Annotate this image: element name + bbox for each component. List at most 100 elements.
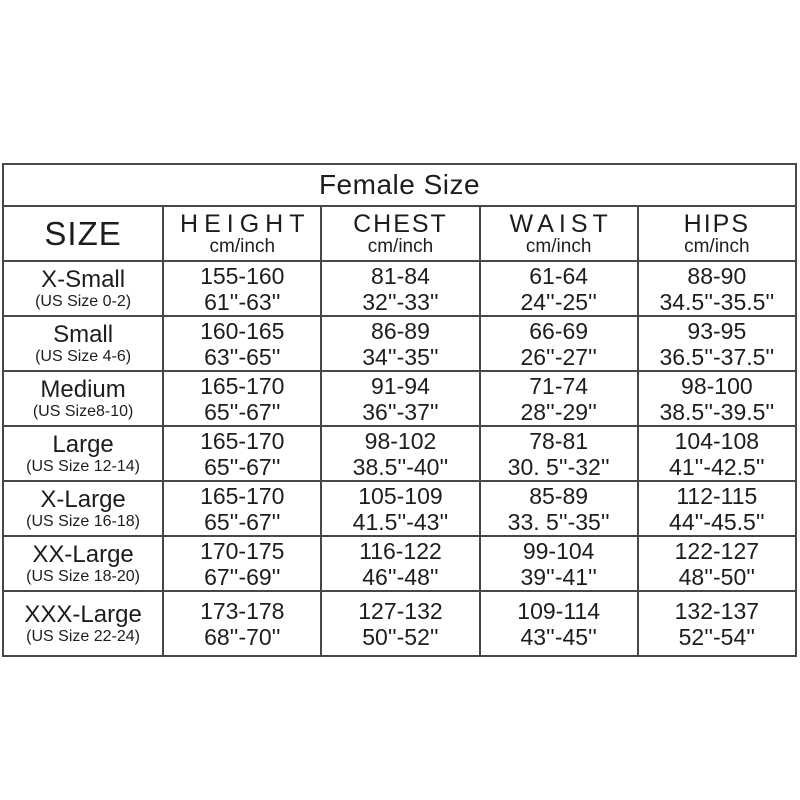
header-size: SIZE xyxy=(4,207,162,260)
table-row-xsmall: X-Small (US Size 0-2) 155-160 61''-63'' … xyxy=(4,260,795,315)
us-size-label: (US Size 12-14) xyxy=(26,457,140,475)
waist-inch: 33. 5''-35'' xyxy=(507,508,610,535)
chest-cell: 127-132 50''-52'' xyxy=(320,592,478,655)
hips-cell: 88-90 34.5''-35.5'' xyxy=(636,262,795,315)
size-cell: XX-Large (US Size 18-20) xyxy=(4,537,162,590)
waist-cell: 99-104 39''-41'' xyxy=(478,537,637,590)
height-inch: 63''-65'' xyxy=(204,343,281,370)
size-cell: XXX-Large (US Size 22-24) xyxy=(4,592,162,655)
hips-inch: 38.5''-39.5'' xyxy=(659,398,775,425)
chest-cm: 98-102 xyxy=(364,427,437,454)
height-cm: 170-175 xyxy=(200,537,285,564)
size-label: Small xyxy=(53,320,114,348)
height-inch: 67''-69'' xyxy=(204,563,281,590)
height-inch: 65''-67'' xyxy=(204,453,281,480)
chest-inch: 34''-35'' xyxy=(362,343,439,370)
size-label: X-Large xyxy=(40,485,126,513)
chest-cm: 127-132 xyxy=(358,597,443,624)
female-size-table: Female Size SIZE HEIGHT cm/inch CHEST cm… xyxy=(2,163,797,657)
size-label: XX-Large xyxy=(32,540,134,568)
height-cell: 173-178 68''-70'' xyxy=(162,592,320,655)
chest-cm: 81-84 xyxy=(371,262,430,289)
table-title-row: Female Size xyxy=(4,165,795,205)
height-cell: 160-165 63''-65'' xyxy=(162,317,320,370)
hips-cell: 98-100 38.5''-39.5'' xyxy=(636,372,795,425)
chest-cm: 116-122 xyxy=(359,537,442,564)
hips-cell: 104-108 41''-42.5'' xyxy=(636,427,795,480)
chest-cell: 81-84 32''-33'' xyxy=(320,262,478,315)
waist-cell: 78-81 30. 5''-32'' xyxy=(478,427,637,480)
waist-cm: 71-74 xyxy=(529,372,589,399)
height-inch: 65''-67'' xyxy=(204,508,281,535)
table-title: Female Size xyxy=(318,169,481,200)
hips-cell: 112-115 44''-45.5'' xyxy=(636,482,795,535)
hips-cm: 112-115 xyxy=(676,482,758,509)
header-waist-unit: cm/inch xyxy=(525,235,592,257)
size-label: Medium xyxy=(40,375,126,403)
height-cm: 160-165 xyxy=(200,317,285,344)
header-waist-label: WAIST xyxy=(509,209,613,238)
size-label: X-Small xyxy=(41,265,126,293)
us-size-label: (US Size 16-18) xyxy=(26,512,140,530)
waist-cell: 61-64 24''-25'' xyxy=(478,262,637,315)
chest-inch: 50''-52'' xyxy=(362,623,439,650)
hips-inch: 34.5''-35.5'' xyxy=(659,288,775,315)
height-inch: 68''-70'' xyxy=(204,623,281,650)
height-inch: 65''-67'' xyxy=(204,398,281,425)
header-height: HEIGHT cm/inch xyxy=(162,207,320,260)
table-header-row: SIZE HEIGHT cm/inch CHEST cm/inch WAIST … xyxy=(4,205,795,260)
height-cm: 165-170 xyxy=(200,482,285,509)
hips-inch: 36.5''-37.5'' xyxy=(659,343,775,370)
waist-cm: 85-89 xyxy=(529,482,589,509)
chest-cm: 91-94 xyxy=(371,372,430,399)
height-cm: 165-170 xyxy=(200,372,285,399)
waist-inch: 26''-27'' xyxy=(520,343,597,370)
height-cell: 170-175 67''-69'' xyxy=(162,537,320,590)
chest-cell: 86-89 34''-35'' xyxy=(320,317,478,370)
table-title-cell: Female Size xyxy=(4,165,795,205)
table-row-medium: Medium (US Size8-10) 165-170 65''-67'' 9… xyxy=(4,370,795,425)
header-size-label: SIZE xyxy=(44,214,122,252)
hips-cm: 93-95 xyxy=(687,317,747,344)
hips-cell: 93-95 36.5''-37.5'' xyxy=(636,317,795,370)
waist-cell: 66-69 26''-27'' xyxy=(478,317,637,370)
height-cell: 165-170 65''-67'' xyxy=(162,427,320,480)
chest-cm: 86-89 xyxy=(371,317,430,344)
chest-cell: 91-94 36''-37'' xyxy=(320,372,478,425)
chest-inch: 32''-33'' xyxy=(362,288,439,315)
hips-inch: 48''-50'' xyxy=(678,563,756,590)
table-row-large: Large (US Size 12-14) 165-170 65''-67'' … xyxy=(4,425,795,480)
hips-cm: 88-90 xyxy=(687,262,747,289)
height-cm: 155-160 xyxy=(200,262,285,289)
hips-inch: 44''-45.5'' xyxy=(669,508,765,535)
size-cell: Medium (US Size8-10) xyxy=(4,372,162,425)
hips-cm: 98-100 xyxy=(681,372,753,399)
chest-cell: 98-102 38.5''-40'' xyxy=(320,427,478,480)
us-size-label: (US Size8-10) xyxy=(32,402,134,420)
waist-cm: 99-104 xyxy=(522,537,595,564)
header-hips: HIPS cm/inch xyxy=(636,207,795,260)
height-inch: 61''-63'' xyxy=(204,288,281,315)
header-hips-unit: cm/inch xyxy=(684,235,750,257)
us-size-label: (US Size 4-6) xyxy=(35,347,132,365)
hips-cm: 122-127 xyxy=(674,537,760,564)
table-row-xlarge: X-Large (US Size 16-18) 165-170 65''-67'… xyxy=(4,480,795,535)
chest-cell: 116-122 46''-48'' xyxy=(320,537,478,590)
waist-inch: 43''-45'' xyxy=(520,623,597,650)
waist-inch: 30. 5''-32'' xyxy=(507,453,610,480)
height-cell: 165-170 65''-67'' xyxy=(162,372,320,425)
hips-inch: 52''-54'' xyxy=(678,623,756,650)
chest-cell: 105-109 41.5''-43'' xyxy=(320,482,478,535)
waist-inch: 24''-25'' xyxy=(520,288,597,315)
us-size-label: (US Size 0-2) xyxy=(35,292,132,310)
table-row-xxlarge: XX-Large (US Size 18-20) 170-175 67''-69… xyxy=(4,535,795,590)
header-hips-label: HIPS xyxy=(683,209,751,238)
table-row-small: Small (US Size 4-6) 160-165 63''-65'' 86… xyxy=(4,315,795,370)
hips-inch: 41''-42.5'' xyxy=(669,453,765,480)
chest-cm: 105-109 xyxy=(358,482,443,509)
table-row-xxxlarge: XXX-Large (US Size 22-24) 173-178 68''-7… xyxy=(4,590,795,655)
us-size-label: (US Size 22-24) xyxy=(26,627,140,645)
waist-cell: 71-74 28''-29'' xyxy=(478,372,637,425)
size-cell: X-Large (US Size 16-18) xyxy=(4,482,162,535)
hips-cell: 132-137 52''-54'' xyxy=(636,592,795,655)
